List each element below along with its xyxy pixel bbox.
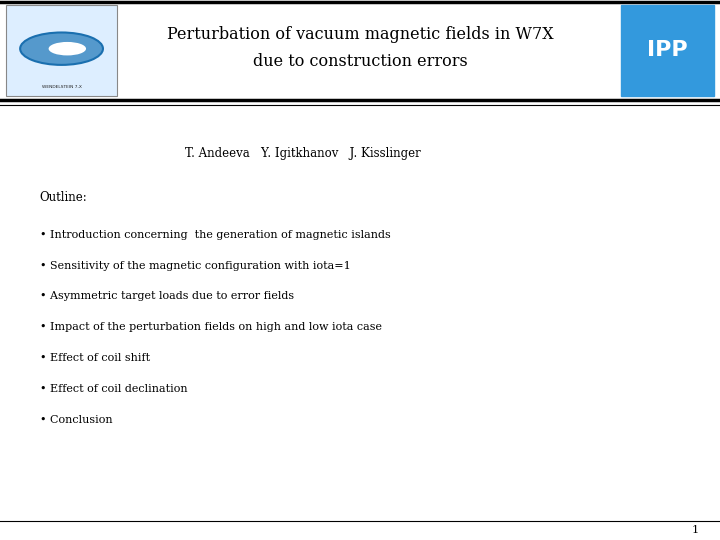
Text: • Effect of coil shift: • Effect of coil shift — [40, 353, 150, 363]
Text: T. Andeeva   Y. Igitkhanov   J. Kisslinger: T. Andeeva Y. Igitkhanov J. Kisslinger — [184, 147, 420, 160]
Text: • Effect of coil declination: • Effect of coil declination — [40, 384, 187, 394]
Ellipse shape — [48, 42, 86, 56]
Text: • Sensitivity of the magnetic configuration with iota=1: • Sensitivity of the magnetic configurat… — [40, 261, 351, 271]
Text: • Impact of the perturbation fields on high and low iota case: • Impact of the perturbation fields on h… — [40, 322, 382, 332]
Text: • Introduction concerning  the generation of magnetic islands: • Introduction concerning the generation… — [40, 230, 390, 240]
Text: 1: 1 — [691, 525, 698, 535]
Text: IPP: IPP — [647, 40, 688, 60]
Text: due to construction errors: due to construction errors — [253, 53, 467, 70]
Text: • Asymmetric target loads due to error fields: • Asymmetric target loads due to error f… — [40, 292, 294, 301]
FancyBboxPatch shape — [6, 5, 117, 96]
Bar — [621, 5, 714, 96]
Text: WENDELSTEIN 7-X: WENDELSTEIN 7-X — [42, 85, 81, 89]
Text: Outline:: Outline: — [40, 191, 87, 204]
Text: • Conclusion: • Conclusion — [40, 415, 112, 424]
Text: Perturbation of vacuum magnetic fields in W7X: Perturbation of vacuum magnetic fields i… — [167, 26, 553, 43]
Ellipse shape — [20, 32, 103, 65]
